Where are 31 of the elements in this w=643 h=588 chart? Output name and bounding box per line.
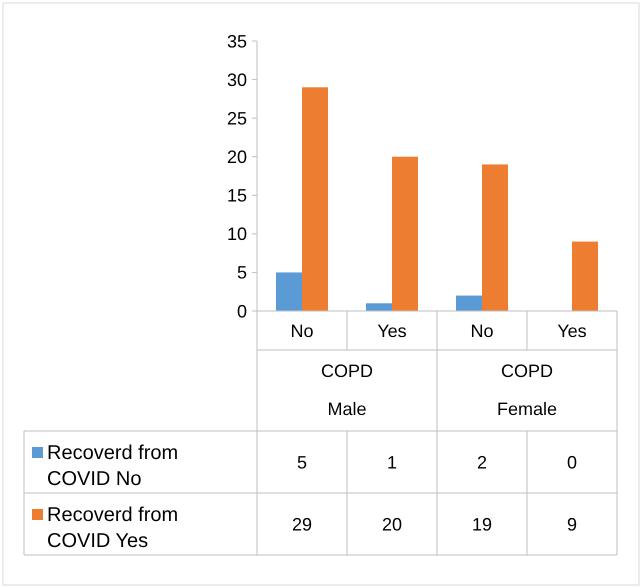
bar — [276, 272, 302, 311]
bar — [572, 242, 598, 311]
data-label: 5 — [296, 452, 308, 472]
x-tick-label: Yes — [557, 320, 587, 341]
bar — [366, 303, 392, 311]
data-label: 0 — [566, 452, 578, 472]
data-label: 1 — [386, 452, 398, 472]
y-tick-label: 10 — [226, 224, 247, 244]
bar — [482, 164, 508, 311]
legend-label: Recoverd from COVID No — [47, 442, 178, 490]
x-tick-label: No — [470, 320, 494, 341]
text: COPD Female — [496, 361, 558, 419]
y-tick-label: 35 — [226, 31, 247, 52]
y-tick-label: 5 — [236, 262, 247, 283]
y-tick-label: 15 — [226, 186, 247, 206]
data-label: 19 — [472, 514, 492, 534]
bar — [456, 296, 482, 311]
x-tick-label: Yes — [377, 320, 407, 341]
text: COPD Male — [320, 361, 374, 419]
data-label: 29 — [292, 514, 312, 534]
bar — [392, 156, 418, 311]
data-label: 9 — [566, 514, 578, 534]
legend-label: Recoverd from COVID Yes — [47, 504, 178, 552]
y-tick-label: 30 — [226, 70, 247, 90]
y-tick-label: 25 — [226, 108, 247, 128]
x-tick-label: No — [290, 320, 314, 341]
bar — [302, 87, 328, 311]
data-label: 2 — [476, 452, 488, 472]
y-tick-label: 20 — [226, 147, 247, 168]
data-label: 20 — [382, 514, 402, 534]
y-tick-label: 0 — [236, 301, 247, 322]
